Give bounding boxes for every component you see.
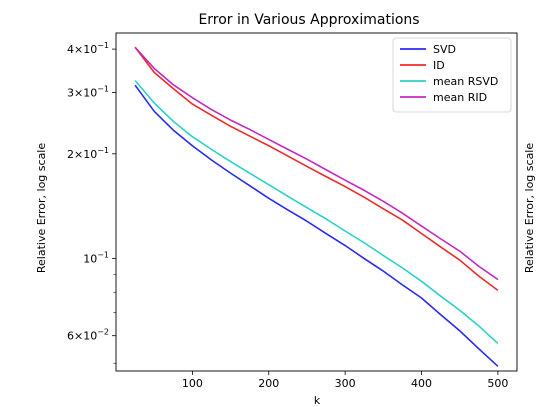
series-line-id [134, 46, 499, 292]
series-line-mean-rsvd [134, 79, 499, 345]
legend: SVD ID mean RSVD mean RID [392, 37, 512, 113]
x-tick-label: 500 [487, 377, 508, 390]
legend-label: ID [433, 59, 445, 72]
legend-label: mean RSVD [433, 75, 498, 88]
y-axis-label: Relative Error, log scale [35, 143, 48, 274]
series-line-mean-rid [134, 46, 499, 281]
x-tick-label: 300 [335, 377, 356, 390]
legend-label: mean RID [433, 91, 487, 104]
y-tick-label: 3×10−1 [67, 85, 109, 100]
y-tick-label: 10−1 [83, 251, 109, 266]
x-tick-label: 200 [258, 377, 279, 390]
y-axis-label-right: Relative Error, log scale [523, 143, 536, 274]
legend-box [392, 37, 512, 113]
x-tick-label: 100 [182, 377, 203, 390]
plot-frame [115, 32, 518, 372]
plot-area: 100 200 300 400 500 6×10−2 10−1 2×10−1 3×10−1 4×1… [67, 32, 518, 390]
y-tick-label: 6×10−2 [67, 328, 109, 343]
series-line-svd [134, 84, 499, 367]
y-tick-label: 2×10−1 [67, 146, 109, 161]
x-axis-label: k [314, 394, 321, 407]
y-tick-label: 4×10−1 [67, 41, 109, 56]
chart-title: Error in Various Approximations [198, 12, 419, 28]
x-tick-label: 400 [411, 377, 432, 390]
legend-label: SVD [433, 43, 456, 56]
